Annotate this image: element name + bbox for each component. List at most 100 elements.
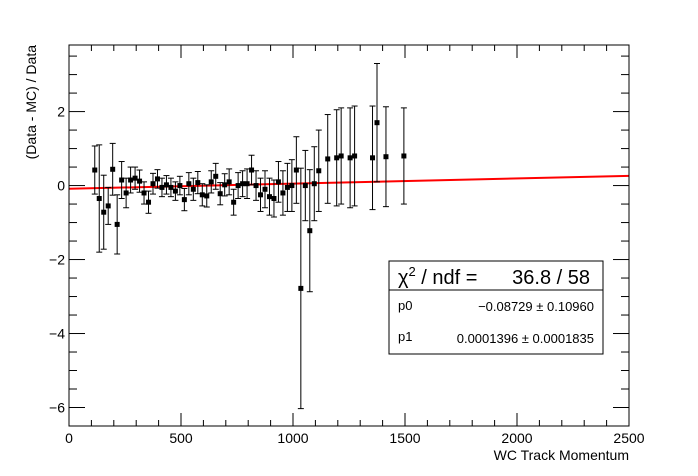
data-point xyxy=(100,174,107,250)
point-marker xyxy=(137,178,143,184)
data-point xyxy=(369,105,376,211)
data-point xyxy=(221,173,228,197)
data-point xyxy=(185,172,192,196)
data-point xyxy=(176,175,183,196)
data-point xyxy=(172,181,179,201)
point-marker xyxy=(150,181,156,187)
y-tick-label: 2 xyxy=(57,104,65,120)
chi2-symbol: χ xyxy=(398,267,409,289)
data-point xyxy=(194,171,201,195)
data-point xyxy=(118,161,125,200)
point-marker xyxy=(298,285,304,291)
data-point xyxy=(266,177,273,216)
point-marker xyxy=(168,184,174,190)
point-marker xyxy=(244,181,250,187)
y-tick-label: −6 xyxy=(49,400,65,416)
axis-ticks xyxy=(68,45,630,427)
chi2-superscript: 2 xyxy=(409,264,416,279)
data-point xyxy=(132,166,139,190)
point-marker xyxy=(141,190,147,196)
p1-value: 0.0001396 ± 0.0001835 xyxy=(457,331,594,346)
point-marker xyxy=(383,154,389,160)
data-point xyxy=(190,177,197,201)
data-point xyxy=(145,190,152,214)
data-point xyxy=(91,145,98,195)
point-marker xyxy=(128,177,134,183)
data-point xyxy=(333,109,340,207)
point-marker xyxy=(266,194,272,200)
data-point xyxy=(114,194,121,255)
point-marker xyxy=(163,182,169,188)
point-marker xyxy=(110,166,116,172)
point-marker xyxy=(123,190,129,196)
point-marker xyxy=(249,167,255,173)
x-tick-label: 500 xyxy=(169,430,193,446)
point-marker xyxy=(289,183,295,189)
data-point xyxy=(306,169,313,293)
data-point xyxy=(347,107,354,209)
point-marker xyxy=(293,167,299,173)
y-tick-label: −4 xyxy=(49,326,65,342)
data-point xyxy=(158,177,165,198)
chi2-value: 36.8 / 58 xyxy=(512,267,590,289)
point-marker xyxy=(374,120,380,126)
point-marker xyxy=(338,153,344,159)
point-marker xyxy=(262,186,268,192)
data-point xyxy=(253,170,260,201)
chi2-label: χ2 / ndf = xyxy=(398,264,477,289)
point-marker xyxy=(177,183,183,189)
point-marker xyxy=(222,182,228,188)
p0-value: −0.08729 ± 0.10960 xyxy=(478,299,594,314)
data-point xyxy=(212,162,219,190)
data-point xyxy=(284,162,291,212)
stats-box-frame xyxy=(388,260,604,355)
data-point xyxy=(288,159,295,212)
data-point xyxy=(297,167,304,410)
data-point xyxy=(239,170,246,198)
point-marker xyxy=(195,180,201,186)
data-point xyxy=(279,170,286,216)
point-marker xyxy=(132,175,138,181)
point-marker xyxy=(334,155,340,161)
point-marker xyxy=(316,168,322,174)
point-marker xyxy=(199,192,205,198)
point-marker xyxy=(253,183,259,189)
point-marker xyxy=(105,203,111,209)
data-point xyxy=(136,169,143,193)
data-point xyxy=(181,188,188,212)
point-marker xyxy=(172,188,178,194)
point-marker xyxy=(235,183,241,189)
p1-name: p1 xyxy=(398,329,412,344)
tick-labels: 0 500 1000 1500 2000 2500 −6 −4 −2 0 2 xyxy=(49,104,645,446)
point-marker xyxy=(231,199,237,205)
point-marker xyxy=(275,179,281,185)
data-point xyxy=(226,168,233,196)
point-marker xyxy=(311,181,317,187)
point-marker xyxy=(284,184,290,190)
data-point xyxy=(109,142,116,196)
data-point xyxy=(167,177,174,198)
data-point xyxy=(374,62,380,183)
y-axis-title: (Data - MC) / Data xyxy=(23,45,39,160)
x-tick-label: 1000 xyxy=(277,430,308,446)
data-point xyxy=(315,129,322,212)
stats-box: χ2 / ndf = 36.8 / 58 p0 −0.08729 ± 0.109… xyxy=(388,260,604,355)
point-marker xyxy=(181,197,187,203)
point-marker xyxy=(217,191,223,197)
data-points-layer xyxy=(91,62,407,410)
point-marker xyxy=(240,181,246,187)
x-tick-label: 1500 xyxy=(389,430,420,446)
point-marker xyxy=(154,176,160,182)
data-point xyxy=(105,186,112,225)
data-point xyxy=(400,107,407,205)
data-point xyxy=(230,188,237,216)
data-point xyxy=(262,170,268,209)
data-point xyxy=(338,107,345,205)
point-marker xyxy=(302,183,308,189)
point-marker xyxy=(159,184,165,190)
data-point xyxy=(275,161,282,203)
point-marker xyxy=(114,221,120,227)
point-marker xyxy=(401,153,407,159)
chi2-ndf-text: / ndf = xyxy=(416,267,478,289)
